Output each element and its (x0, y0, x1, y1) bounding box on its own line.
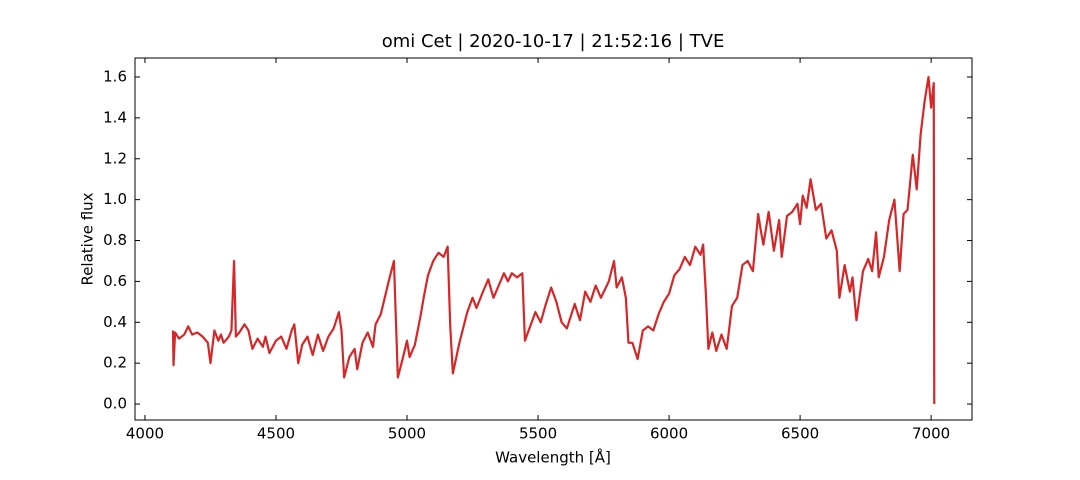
y-axis-label: Relative flux (79, 192, 97, 285)
x-tick-label: 6000 (650, 425, 688, 443)
y-tick-label: 1.6 (103, 68, 127, 86)
x-tick-label: 4000 (126, 425, 164, 443)
chart-title: omi Cet | 2020-10-17 | 21:52:16 | TVE (382, 31, 725, 52)
x-tick-label: 6500 (781, 425, 819, 443)
y-tick-label: 1.0 (103, 190, 127, 208)
y-tick-label: 0.2 (103, 354, 127, 372)
plot-frame (134, 57, 973, 421)
x-axis-label: Wavelength [Å] (495, 448, 611, 467)
y-tick-label: 1.4 (103, 108, 127, 126)
y-tick-label: 1.2 (103, 149, 127, 167)
x-tick-label: 5000 (388, 425, 426, 443)
x-tick-label: 5500 (519, 425, 557, 443)
x-tick-label: 4500 (257, 425, 295, 443)
y-tick-label: 0.6 (103, 272, 127, 290)
spectrum-line (171, 75, 936, 405)
y-tick-label: 0.8 (103, 231, 127, 249)
y-tick-label: 0.4 (103, 313, 127, 331)
y-tick-label: 0.0 (103, 395, 127, 413)
x-tick-label: 7000 (912, 425, 950, 443)
